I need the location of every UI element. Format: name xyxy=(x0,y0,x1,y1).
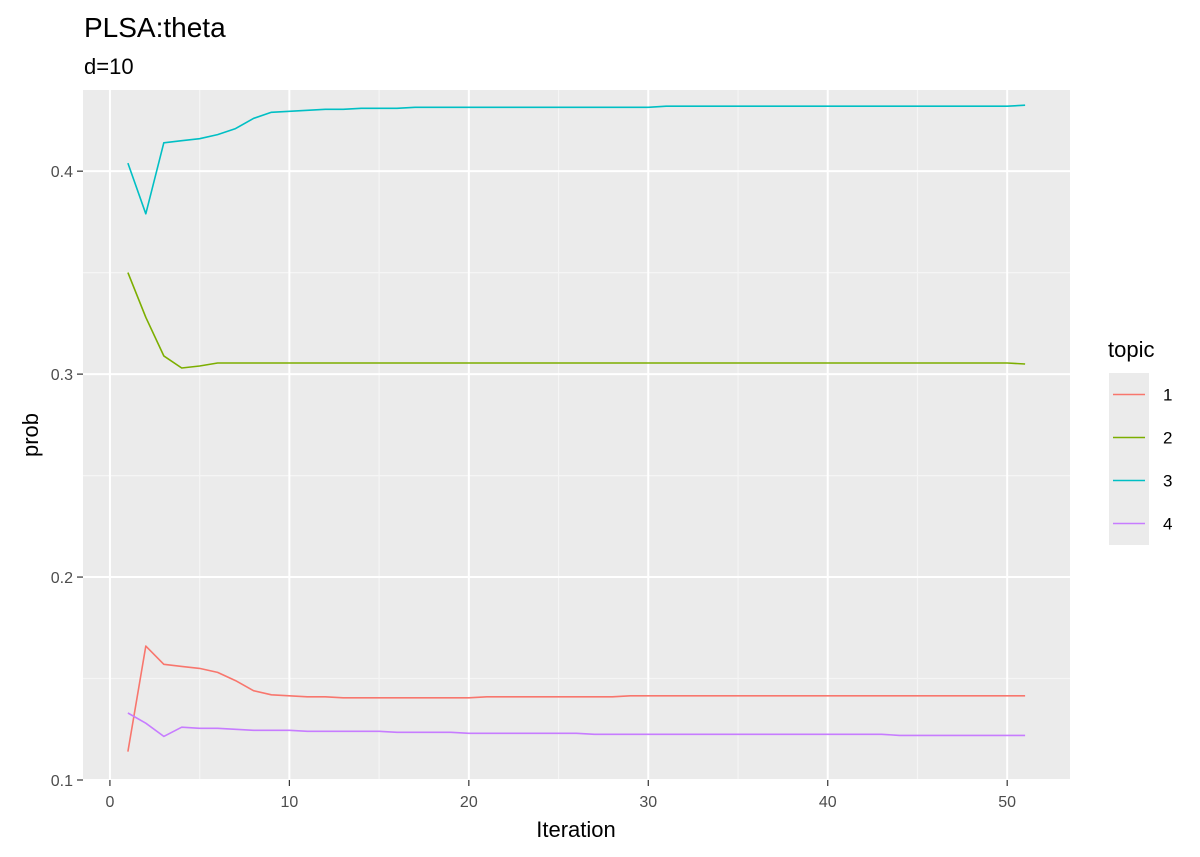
x-tick-label: 40 xyxy=(819,794,837,811)
x-axis: 0 10 20 30 40 50 xyxy=(105,780,1016,811)
legend-label-topic-3: 3 xyxy=(1163,472,1172,491)
x-tick-label: 20 xyxy=(460,794,478,811)
series-line-topic-3 xyxy=(127,104,1026,215)
series-lines xyxy=(127,104,1026,752)
series-line-topic-2 xyxy=(127,272,1026,369)
legend-label-topic-1: 1 xyxy=(1163,386,1172,405)
plot-panel xyxy=(83,90,1070,780)
y-axis: 0.1 0.2 0.3 0.4 xyxy=(51,164,83,790)
legend-title: topic xyxy=(1108,337,1154,362)
major-gridlines xyxy=(83,90,1070,781)
chart-title: PLSA:theta xyxy=(84,12,226,43)
y-axis-title: prob xyxy=(18,413,43,457)
series-line-topic-4 xyxy=(127,712,1026,738)
legend: topic 1 2 3 4 xyxy=(1108,337,1172,545)
legend-label-topic-4: 4 xyxy=(1163,515,1172,534)
y-tick-label: 0.4 xyxy=(51,164,73,181)
y-tick-label: 0.2 xyxy=(51,570,73,587)
y-tick-label: 0.3 xyxy=(51,367,73,384)
x-tick-label: 10 xyxy=(280,794,298,811)
x-tick-label: 0 xyxy=(105,794,114,811)
x-tick-label: 50 xyxy=(998,794,1016,811)
y-tick-label: 0.1 xyxy=(51,773,73,790)
x-axis-title: Iteration xyxy=(536,817,616,842)
x-tick-label: 30 xyxy=(639,794,657,811)
minor-gridlines xyxy=(83,90,1070,780)
chart-subtitle: d=10 xyxy=(84,54,134,79)
series-line-topic-1 xyxy=(127,645,1026,752)
legend-label-topic-2: 2 xyxy=(1163,429,1172,448)
